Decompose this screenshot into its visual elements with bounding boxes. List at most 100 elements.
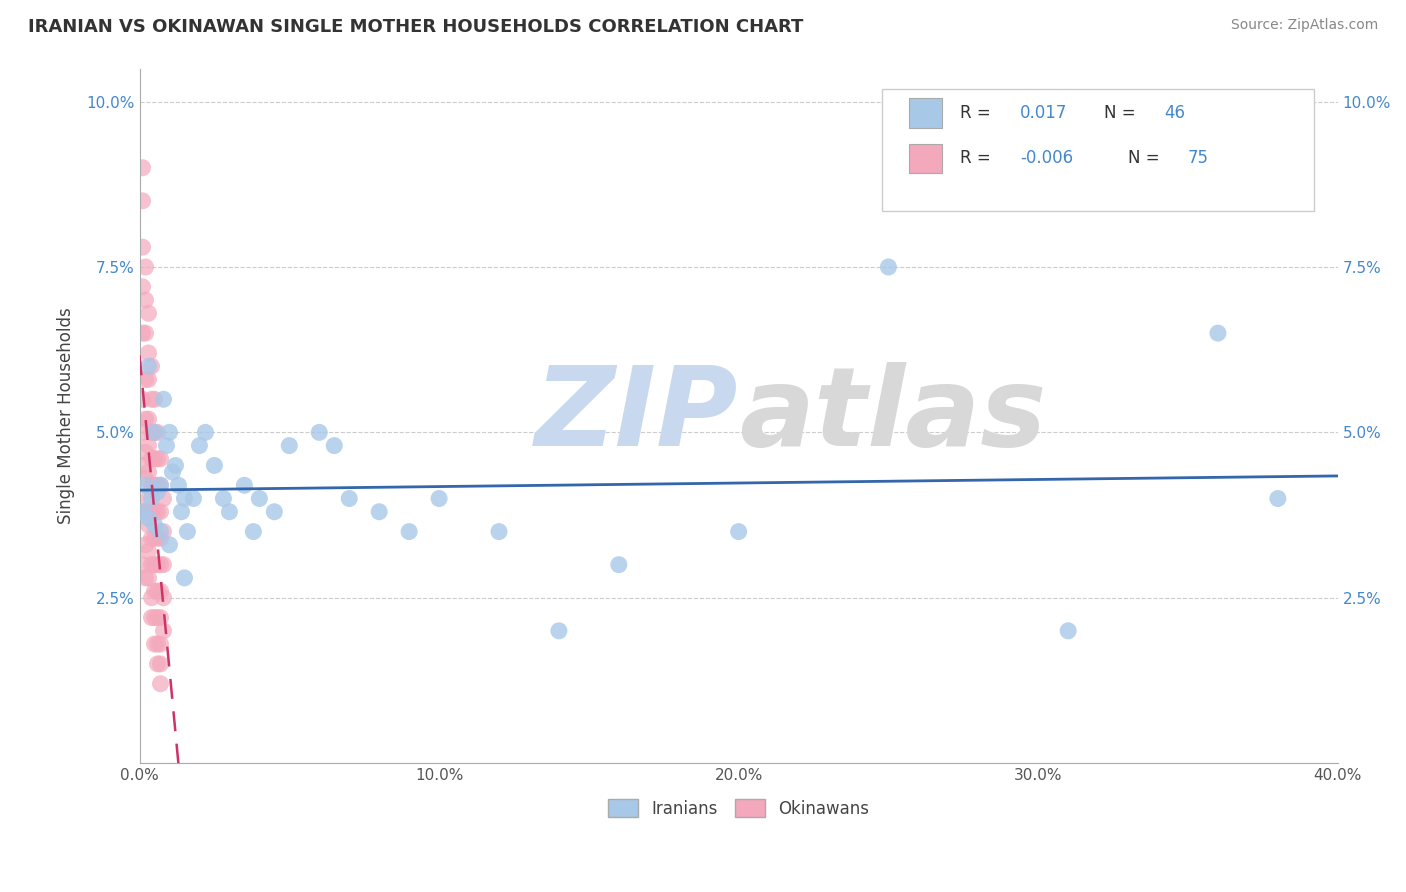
Point (146, 637, 169, 651)
Point (152, 624, 174, 638)
Point (149, 531, 172, 545)
Point (488, 524, 510, 539)
Point (152, 591, 174, 605)
Point (173, 571, 195, 585)
Point (149, 524, 172, 539)
Point (1267, 491, 1289, 506)
Point (141, 425, 163, 440)
Point (138, 465, 160, 479)
Point (138, 439, 160, 453)
Point (143, 558, 166, 572)
Point (131, 194, 153, 208)
Point (143, 610, 166, 624)
Point (134, 571, 156, 585)
Point (141, 359, 163, 374)
Text: atlas: atlas (738, 362, 1046, 469)
Point (146, 478, 169, 492)
Point (134, 445, 156, 459)
Point (1206, 326, 1229, 340)
Point (877, 260, 900, 274)
Point (337, 491, 360, 506)
FancyBboxPatch shape (908, 98, 942, 128)
Point (134, 260, 156, 274)
Point (159, 538, 181, 552)
Point (233, 478, 256, 492)
Text: 0.017: 0.017 (1021, 104, 1067, 122)
Point (134, 372, 156, 386)
Point (146, 657, 169, 671)
FancyBboxPatch shape (908, 144, 942, 173)
Point (138, 491, 160, 506)
Point (146, 505, 169, 519)
Point (143, 425, 166, 440)
Point (131, 558, 153, 572)
Point (138, 359, 160, 374)
Text: N =: N = (1128, 149, 1166, 167)
Point (131, 458, 153, 473)
Point (134, 505, 156, 519)
Point (149, 505, 172, 519)
Point (188, 439, 211, 453)
Point (152, 491, 174, 506)
Point (149, 637, 172, 651)
Point (141, 505, 163, 519)
Point (149, 558, 172, 572)
Point (138, 412, 160, 426)
Point (143, 451, 166, 466)
Text: ZIP: ZIP (536, 362, 738, 469)
Point (263, 505, 285, 519)
Point (138, 511, 160, 525)
Point (149, 657, 172, 671)
Point (134, 478, 156, 492)
Point (149, 478, 172, 492)
Point (218, 505, 240, 519)
Text: R =: R = (960, 149, 997, 167)
Point (138, 518, 160, 533)
Point (138, 306, 160, 320)
Point (134, 472, 156, 486)
Point (141, 491, 163, 506)
Point (152, 524, 174, 539)
Point (149, 677, 172, 691)
Point (170, 505, 193, 519)
Point (146, 610, 169, 624)
Point (398, 524, 420, 539)
Text: Source: ZipAtlas.com: Source: ZipAtlas.com (1230, 18, 1378, 32)
Point (1057, 624, 1080, 638)
Point (165, 458, 187, 473)
Point (152, 392, 174, 407)
Point (427, 491, 450, 506)
Point (143, 637, 166, 651)
Point (131, 280, 153, 294)
Legend: Iranians, Okinawans: Iranians, Okinawans (602, 793, 876, 824)
Point (146, 584, 169, 599)
Point (143, 425, 166, 440)
Point (141, 610, 163, 624)
Y-axis label: Single Mother Households: Single Mother Households (58, 308, 75, 524)
Point (247, 491, 270, 506)
Point (155, 439, 177, 453)
Text: 75: 75 (1188, 149, 1209, 167)
Point (131, 240, 153, 254)
Text: N =: N = (1104, 104, 1142, 122)
Point (368, 505, 391, 519)
Point (138, 571, 160, 585)
Point (548, 624, 571, 638)
Point (141, 392, 163, 407)
Point (146, 425, 169, 440)
Point (146, 531, 169, 545)
Point (308, 425, 330, 440)
Point (134, 293, 156, 307)
Point (173, 491, 195, 506)
Text: IRANIAN VS OKINAWAN SINGLE MOTHER HOUSEHOLDS CORRELATION CHART: IRANIAN VS OKINAWAN SINGLE MOTHER HOUSEH… (28, 18, 803, 36)
Point (134, 538, 156, 552)
Point (131, 505, 153, 519)
Point (141, 451, 163, 466)
Point (143, 584, 166, 599)
Text: -0.006: -0.006 (1021, 149, 1073, 167)
Point (204, 458, 226, 473)
Point (138, 544, 160, 558)
Point (607, 558, 630, 572)
FancyBboxPatch shape (883, 89, 1313, 211)
Text: 46: 46 (1164, 104, 1185, 122)
